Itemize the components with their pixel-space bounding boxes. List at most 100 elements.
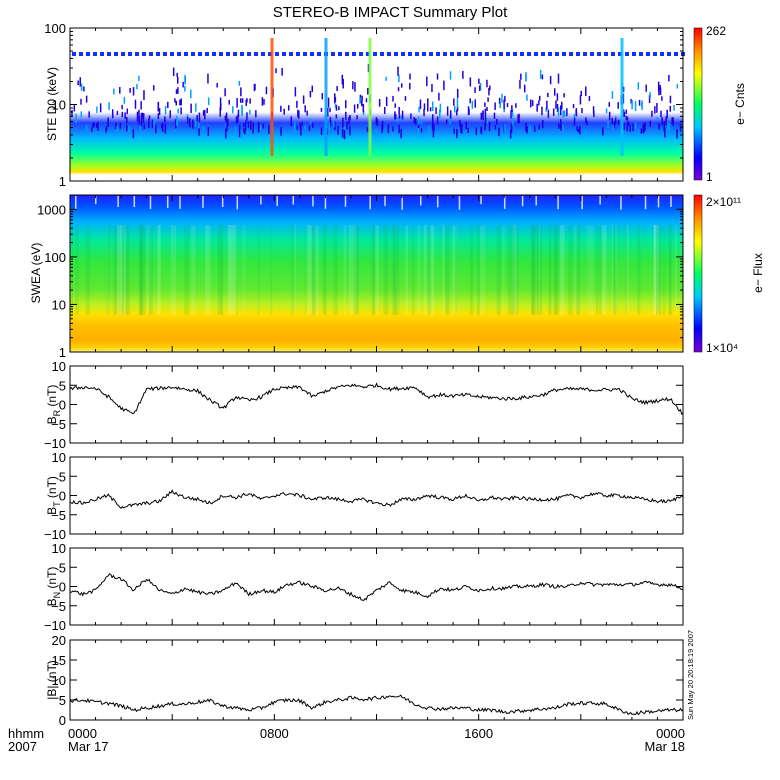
ste-count-speck <box>658 87 660 96</box>
swea-texture <box>257 225 260 315</box>
ste-count-speck <box>661 117 663 126</box>
swea-texture <box>587 225 589 315</box>
swea-texture <box>532 225 538 315</box>
ste-count-speck <box>503 107 505 113</box>
ste-count-speck <box>80 111 83 118</box>
swea-texture <box>220 225 223 315</box>
swea-texture <box>599 225 602 315</box>
ste-count-speck <box>563 110 566 117</box>
ste-count-speck <box>334 97 337 102</box>
ste-count-speck <box>614 118 617 125</box>
ste-count-speck <box>608 111 611 121</box>
ste-count-speck <box>378 99 381 107</box>
ste-count-speck <box>573 117 576 126</box>
ste-count-speck <box>80 83 83 91</box>
ste-count-speck <box>348 116 350 125</box>
ste-count-speck <box>164 116 166 123</box>
swea-texture <box>417 225 421 315</box>
ste-count-speck <box>255 110 257 118</box>
ste-count-speck <box>638 99 641 106</box>
ste-count-speck <box>676 128 678 139</box>
y-tick-label: 1000 <box>37 202 66 217</box>
ste-background-dash <box>499 52 503 56</box>
ste-count-speck <box>283 108 285 115</box>
ste-panel: 1 10 100 STE D0 (keV) 262 1 e− Cnts <box>44 21 747 189</box>
ste-count-speck <box>207 127 210 136</box>
bn-panel: −10 −5 0 5 10 BN (nT) <box>44 541 684 633</box>
ste-count-speck <box>157 102 160 112</box>
ste-count-speck <box>136 111 139 122</box>
swea-texture <box>508 225 513 315</box>
ste-count-speck <box>124 112 126 120</box>
ste-count-speck <box>304 105 306 113</box>
ste-count-speck <box>484 122 486 131</box>
ste-count-speck <box>176 72 178 78</box>
ste-count-speck <box>432 114 434 123</box>
swea-texture <box>615 225 617 315</box>
swea-texture <box>588 225 594 315</box>
ste-background-dash <box>352 52 356 56</box>
ste-count-speck <box>198 128 200 136</box>
ste-count-speck <box>494 102 496 111</box>
ste-count-speck <box>129 88 131 93</box>
swea-texture <box>217 225 221 315</box>
swea-texture <box>516 225 519 315</box>
ste-count-speck <box>503 99 505 110</box>
ste-count-speck <box>529 99 532 108</box>
ste-background-dash <box>247 52 251 56</box>
ste-count-speck <box>626 116 629 121</box>
ste-count-speck <box>656 103 658 113</box>
ste-count-speck <box>297 109 299 118</box>
swea-top-gap <box>276 196 278 207</box>
br-series-line <box>69 382 684 416</box>
swea-top-gap <box>419 196 422 206</box>
ste-count-speck <box>312 122 314 128</box>
ste-background-dash <box>128 52 132 56</box>
ste-background-dash <box>394 52 398 56</box>
ste-count-speck <box>224 88 226 97</box>
ste-count-speck <box>676 84 679 89</box>
y-tick-label: −5 <box>51 599 66 614</box>
ste-count-speck <box>546 100 548 110</box>
ste-count-speck <box>385 76 387 81</box>
ste-background-dash <box>233 52 237 56</box>
ste-count-speck <box>142 113 145 119</box>
ste-count-speck <box>334 121 336 131</box>
swea-texture <box>512 225 516 315</box>
bn-ylabel: BN (nT) <box>45 567 62 607</box>
ste-count-speck <box>207 73 209 84</box>
ste-background-dash <box>303 52 307 56</box>
ste-count-speck <box>496 118 498 125</box>
ste-count-speck <box>157 113 160 120</box>
ste-count-speck <box>134 99 137 109</box>
ste-count-speck <box>294 87 297 97</box>
swea-texture <box>394 225 400 315</box>
ste-count-speck <box>404 96 407 101</box>
ste-background-dash <box>548 52 552 56</box>
ste-count-speck <box>226 122 228 132</box>
ste-count-speck <box>673 105 675 111</box>
ste-count-speck <box>611 117 613 125</box>
bt-panel: −10 −5 0 5 10 BT (nT) <box>44 450 684 542</box>
ste-background-dash <box>359 52 363 56</box>
swea-texture <box>412 225 415 315</box>
ste-background-dash <box>632 52 636 56</box>
ste-count-speck <box>465 121 467 130</box>
ste-count-speck <box>238 80 241 86</box>
ste-count-speck <box>253 83 256 92</box>
ste-count-speck <box>519 79 521 89</box>
swea-texture <box>322 225 327 315</box>
ste-count-speck <box>479 82 482 91</box>
ste-count-speck <box>468 108 470 115</box>
ste-count-speck <box>547 109 550 118</box>
ste-count-speck <box>547 92 549 98</box>
ste-count-speck <box>96 122 98 128</box>
ste-background-dash <box>660 52 664 56</box>
bt-ylabel: BT (nT) <box>45 476 62 515</box>
ste-count-speck <box>245 120 247 130</box>
ste-count-speck <box>240 87 242 97</box>
swea-top-gap <box>344 196 347 207</box>
ste-count-speck <box>353 104 356 113</box>
ste-count-speck <box>107 121 109 127</box>
